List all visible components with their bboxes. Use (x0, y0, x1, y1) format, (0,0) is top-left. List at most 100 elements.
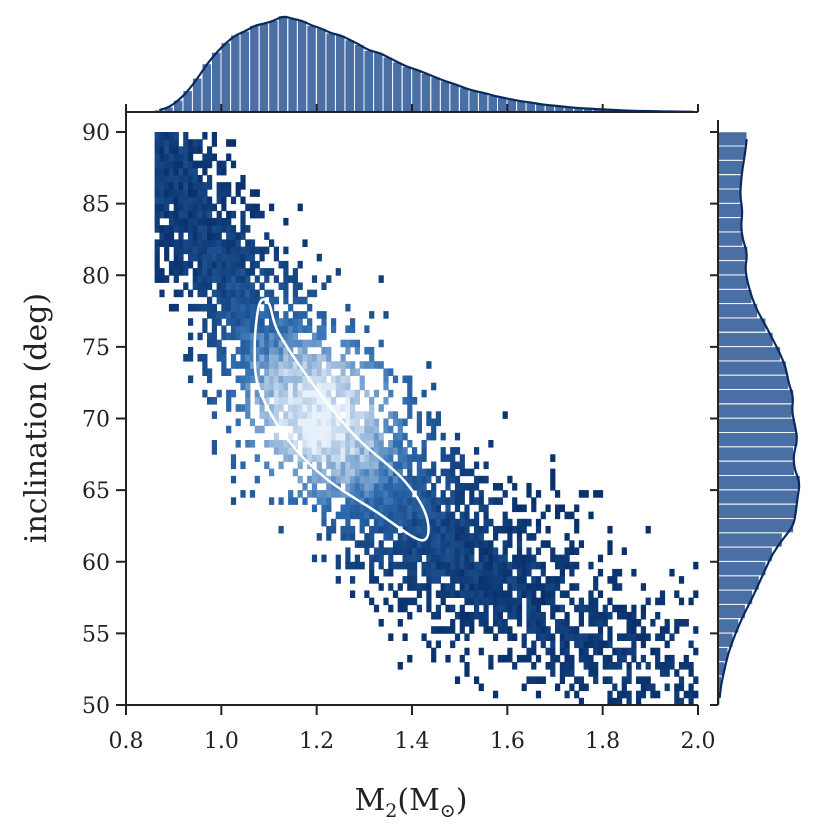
heatmap-bin (297, 382, 303, 391)
heatmap-bin (631, 604, 637, 613)
heatmap-bin (221, 253, 227, 262)
heatmap-bin (297, 389, 303, 398)
heatmap-bin (631, 633, 637, 641)
heatmap-bin (578, 647, 584, 656)
heatmap-bin (364, 440, 370, 448)
heatmap-bin (426, 547, 432, 555)
heatmap-bin (197, 260, 203, 269)
heatmap-bin (373, 483, 380, 491)
heatmap-bin (302, 425, 308, 434)
heatmap-bin (354, 447, 360, 455)
heatmap-bin (230, 361, 237, 369)
heatmap-bin (226, 332, 232, 341)
heatmap-bin (407, 454, 413, 462)
heatmap-bin (321, 375, 327, 384)
heatmap-bin (183, 225, 189, 233)
heatmap-bin (326, 497, 332, 505)
heatmap-bin (345, 511, 351, 520)
heatmap-bin (235, 325, 241, 333)
heatmap-bin (378, 619, 384, 627)
heatmap-bin (283, 289, 289, 298)
heatmap-bin (326, 411, 332, 419)
heatmap-bin (183, 210, 189, 219)
heatmap-bin (188, 217, 194, 226)
heatmap-bin (188, 354, 194, 362)
heatmap-bin (617, 611, 623, 620)
heatmap-bin (350, 411, 356, 419)
heatmap-bin (583, 640, 589, 649)
heatmap-bin (383, 461, 389, 470)
heatmap-bin (192, 167, 198, 176)
heatmap-bin (512, 504, 518, 513)
heatmap-bin (154, 146, 160, 154)
heatmap-bin (154, 189, 160, 197)
heatmap-bin (226, 303, 232, 312)
heatmap-bin (259, 325, 265, 333)
heatmap-bin (302, 325, 308, 333)
heatmap-bin (283, 296, 289, 305)
heatmap-bin (645, 525, 651, 534)
heatmap-bin (588, 619, 594, 627)
heatmap-bin (459, 568, 465, 577)
heatmap-bin (493, 604, 499, 613)
heatmap-bin (521, 583, 527, 591)
heatmap-bin (159, 275, 165, 283)
heatmap-bin (602, 662, 608, 670)
heatmap-bin (364, 418, 370, 427)
heatmap-bin (431, 511, 437, 520)
heatmap-bin (264, 325, 270, 333)
heatmap-bin (640, 633, 646, 641)
heatmap-bin (230, 318, 237, 326)
heatmap-bin (164, 132, 170, 140)
heatmap-bin (693, 626, 699, 634)
heatmap-bin (412, 497, 418, 505)
heatmap-bin (235, 318, 241, 326)
heatmap-bin (283, 282, 289, 290)
heatmap-bin (216, 239, 222, 247)
heatmap-bin (350, 561, 356, 570)
heatmap-bin (297, 454, 303, 462)
heatmap-bin (378, 518, 384, 527)
heatmap-bin (516, 561, 523, 570)
heatmap-bin (607, 633, 613, 641)
heatmap-bin (407, 490, 413, 498)
heatmap-bin (445, 583, 451, 591)
heatmap-bin (583, 683, 589, 692)
heatmap-bin (316, 533, 322, 541)
heatmap-bin (183, 203, 189, 212)
heatmap-bin (164, 160, 170, 169)
heatmap-bin (283, 411, 289, 419)
heatmap-bin (354, 368, 360, 376)
x-marginal-bar (478, 92, 488, 113)
heatmap-bin (240, 382, 246, 391)
heatmap-bin (345, 432, 351, 441)
heatmap-bin (188, 160, 194, 169)
heatmap-bin (326, 389, 332, 398)
heatmap-bin (359, 447, 365, 455)
heatmap-bin (397, 468, 403, 477)
heatmap-bin (159, 232, 165, 240)
heatmap-bin (664, 626, 670, 634)
heatmap-bin (392, 375, 399, 384)
heatmap-bin (168, 217, 175, 226)
heatmap-bin (221, 189, 227, 197)
heatmap-bin (273, 253, 279, 262)
heatmap-bin (178, 239, 184, 247)
heatmap-bin (245, 382, 251, 391)
heatmap-bin (350, 397, 356, 405)
heatmap-bin (331, 432, 337, 441)
heatmap-bin (588, 662, 594, 670)
heatmap-bin (283, 440, 289, 448)
y-marginal-bar (717, 518, 794, 533)
heatmap-bin (202, 246, 208, 255)
heatmap-bin (316, 461, 322, 470)
heatmap-bin (440, 454, 446, 462)
heatmap-bin (469, 468, 475, 477)
heatmap-bin (445, 504, 451, 513)
heatmap-bin (640, 676, 646, 684)
heatmap-bin (292, 318, 298, 326)
heatmap-bin (335, 432, 341, 441)
heatmap-bin (464, 619, 470, 627)
heatmap-bin (321, 475, 327, 484)
heatmap-bin (388, 604, 394, 613)
